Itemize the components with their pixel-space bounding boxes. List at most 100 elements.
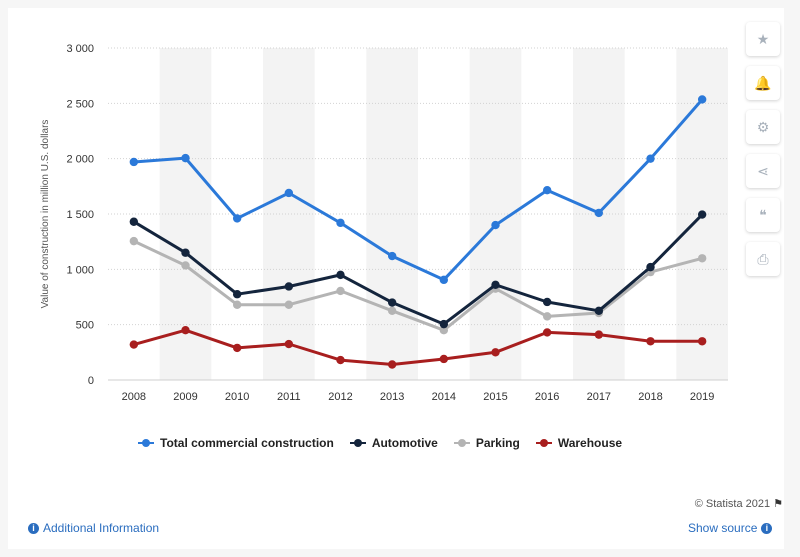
legend-label: Automotive	[371, 436, 438, 450]
data-point	[284, 339, 294, 349]
data-point	[232, 290, 242, 299]
y-tick-label: 2 500	[66, 98, 94, 110]
additional-information-link[interactable]: i Additional Information	[28, 521, 159, 535]
data-point	[542, 186, 552, 195]
data-point	[336, 286, 345, 296]
legend-swatch	[138, 438, 154, 448]
legend-item[interactable]: Total commercial construction	[138, 436, 334, 450]
data-point	[387, 298, 397, 307]
data-point	[697, 210, 707, 219]
x-tick-label: 2016	[535, 391, 559, 403]
data-point	[181, 248, 190, 257]
data-point	[232, 300, 242, 309]
data-point	[594, 330, 604, 339]
data-point	[129, 217, 139, 226]
x-tick-label: 2014	[432, 391, 456, 403]
chart-legend: Total commercial construction Automotive P…	[138, 436, 638, 450]
data-point	[439, 319, 449, 329]
x-tick-label: 2015	[483, 391, 507, 403]
legend-item[interactable]: Warehouse	[535, 436, 623, 450]
star-icon: ★	[756, 30, 770, 47]
data-point	[491, 220, 500, 230]
data-point	[284, 300, 294, 309]
info-icon: i	[761, 522, 773, 534]
y-tick-label: 1 000	[66, 264, 94, 276]
data-point	[129, 157, 139, 167]
data-point	[387, 360, 397, 369]
data-point	[336, 218, 345, 228]
data-point	[387, 306, 397, 316]
gear-icon: ⚙	[756, 118, 770, 135]
x-tick-label: 2008	[122, 391, 146, 403]
show-source-link[interactable]: Show source i	[688, 521, 773, 535]
data-point	[284, 282, 294, 291]
statista-credit[interactable]: © Statista 2021 ⚑	[648, 497, 783, 510]
additional-information-label: Additional Information	[43, 521, 160, 535]
data-point	[697, 337, 707, 346]
data-point	[439, 326, 449, 335]
data-point	[439, 354, 449, 364]
legend-label: Total commercial construction	[160, 436, 334, 450]
legend-label: Parking	[475, 436, 520, 450]
data-point	[181, 153, 190, 163]
print-button[interactable]: ⎙	[746, 242, 780, 276]
data-point	[129, 340, 139, 349]
data-point	[542, 328, 552, 337]
series-line	[133, 328, 703, 366]
data-point	[491, 348, 500, 357]
data-point	[697, 95, 707, 104]
series-line	[133, 239, 703, 332]
legend-swatch	[535, 438, 552, 448]
data-point	[439, 275, 449, 285]
data-point	[594, 208, 604, 218]
legend-label: Warehouse	[557, 436, 623, 450]
y-tick-label: 1 500	[66, 209, 94, 221]
credit-text: © Statista 2021	[694, 498, 771, 510]
x-tick-label: 2017	[587, 391, 611, 403]
info-icon: i	[28, 522, 39, 534]
legend-item[interactable]: Parking	[453, 436, 520, 450]
data-point	[646, 262, 655, 272]
data-point	[181, 326, 190, 335]
data-point	[284, 188, 294, 198]
data-point	[542, 297, 552, 307]
data-point	[387, 251, 397, 261]
show-source-label: Show source	[688, 521, 758, 535]
x-tick-label: 2013	[380, 391, 404, 403]
legend-swatch	[453, 438, 470, 448]
data-point	[181, 261, 190, 270]
data-point	[129, 236, 139, 246]
x-tick-label: 2009	[173, 391, 197, 403]
column-band	[366, 48, 418, 380]
x-tick-label: 2010	[225, 391, 249, 403]
series-line	[133, 213, 704, 326]
data-point	[646, 154, 655, 163]
y-tick-label: 2 000	[66, 154, 94, 166]
line-chart: 0 500 1 000 1 500 2 000 2 500 3 000 2008 2009 201…	[40, 43, 728, 403]
data-point	[491, 280, 500, 290]
quote-icon: ❝	[759, 206, 767, 223]
x-tick-label: 2011	[277, 391, 301, 403]
flag-icon: ⚑	[773, 498, 783, 510]
data-point	[697, 254, 707, 263]
quote-button[interactable]: ❝	[746, 198, 780, 232]
side-toolbar: ★ 🔔 ⚙ ⋖ ❝ ⎙	[746, 22, 782, 276]
series-line	[133, 98, 704, 282]
data-point	[594, 306, 604, 316]
x-tick-label: 2012	[328, 391, 352, 403]
share-icon: ⋖	[757, 162, 769, 179]
bell-button[interactable]: 🔔	[746, 66, 780, 100]
data-point	[232, 214, 242, 223]
gear-button[interactable]: ⚙	[746, 110, 780, 144]
share-button[interactable]: ⋖	[746, 154, 780, 188]
print-icon: ⎙	[757, 250, 769, 267]
x-tick-label: 2019	[690, 391, 714, 403]
legend-swatch	[349, 438, 366, 448]
star-button[interactable]: ★	[746, 22, 780, 56]
y-axis-label: Value of construction in million U.S. do…	[40, 120, 51, 309]
y-tick-label: 3 000	[66, 43, 94, 55]
data-point	[232, 343, 242, 353]
y-tick-label: 0	[88, 375, 94, 387]
x-tick-label: 2018	[638, 391, 662, 403]
legend-item[interactable]: Automotive	[349, 436, 438, 450]
